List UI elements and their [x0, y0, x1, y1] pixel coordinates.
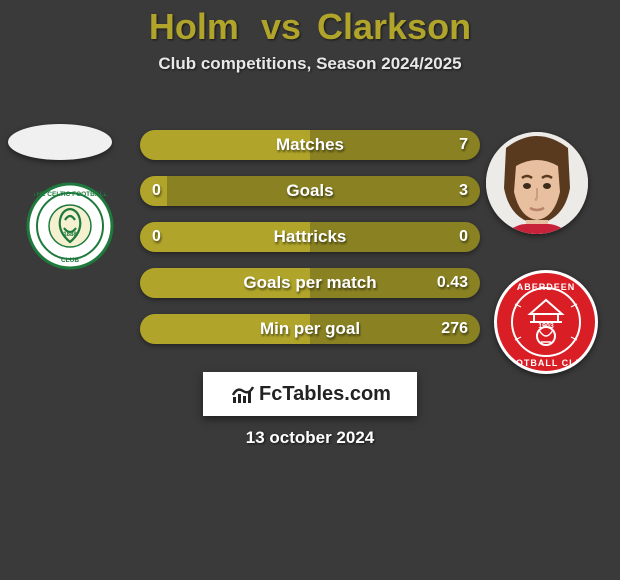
stat-row: Min per goal276: [140, 314, 480, 344]
stat-value-right: 276: [441, 314, 468, 344]
stat-row: Goals0 3: [140, 176, 480, 206]
stat-value-left: 0: [152, 222, 161, 252]
stat-value-right: 0.43: [437, 268, 468, 298]
svg-text:1903: 1903: [538, 323, 554, 330]
comparison-card: Holm vs Clarkson Club competitions, Seas…: [0, 6, 620, 580]
svg-text:THE CELTIC FOOTBALL: THE CELTIC FOOTBALL: [33, 191, 108, 198]
face-icon: [486, 132, 588, 234]
stats-list: Matches7Goals03Hattricks00Goals per matc…: [140, 130, 480, 360]
stat-label: Hattricks: [140, 222, 480, 252]
player-left-avatar: [8, 124, 112, 160]
stat-label: Matches: [140, 130, 480, 160]
subtitle: Club competitions, Season 2024/2025: [0, 54, 620, 74]
celtic-crest-icon: 1888 THE CELTIC FOOTBALL CLUB: [18, 182, 122, 270]
stat-row: Goals per match0.43: [140, 268, 480, 298]
stat-value-left: 0: [152, 176, 161, 206]
svg-text:1888: 1888: [63, 232, 77, 238]
player-right-avatar: [486, 132, 588, 234]
fctables-icon: [229, 381, 255, 407]
stat-label: Goals per match: [140, 268, 480, 298]
stat-label: Goals: [140, 176, 480, 206]
site-name: FcTables.com: [259, 383, 391, 406]
stat-value-right: 7: [459, 130, 468, 160]
svg-text:ABERDEEN: ABERDEEN: [517, 282, 576, 292]
club-right-badge: 1903 ABERDEEN FOOTBALL CLUB: [494, 270, 598, 374]
stat-label: Min per goal: [140, 314, 480, 344]
date: 13 october 2024: [0, 428, 620, 448]
svg-text:CLUB: CLUB: [61, 257, 79, 264]
title-player2: Clarkson: [317, 6, 471, 47]
title-vs: vs: [261, 6, 301, 47]
title-player1: Holm: [149, 6, 239, 47]
stat-row: Matches7: [140, 130, 480, 160]
site-badge[interactable]: FcTables.com: [203, 372, 417, 416]
stat-row: Hattricks0 0: [140, 222, 480, 252]
club-left-badge: 1888 THE CELTIC FOOTBALL CLUB: [18, 182, 122, 270]
stat-value-right: 0: [459, 222, 468, 252]
svg-text:FOOTBALL CLUB: FOOTBALL CLUB: [501, 358, 590, 368]
stat-value-right: 3: [459, 176, 468, 206]
page-title: Holm vs Clarkson: [0, 6, 620, 48]
aberdeen-crest-icon: 1903 ABERDEEN FOOTBALL CLUB: [494, 270, 598, 374]
